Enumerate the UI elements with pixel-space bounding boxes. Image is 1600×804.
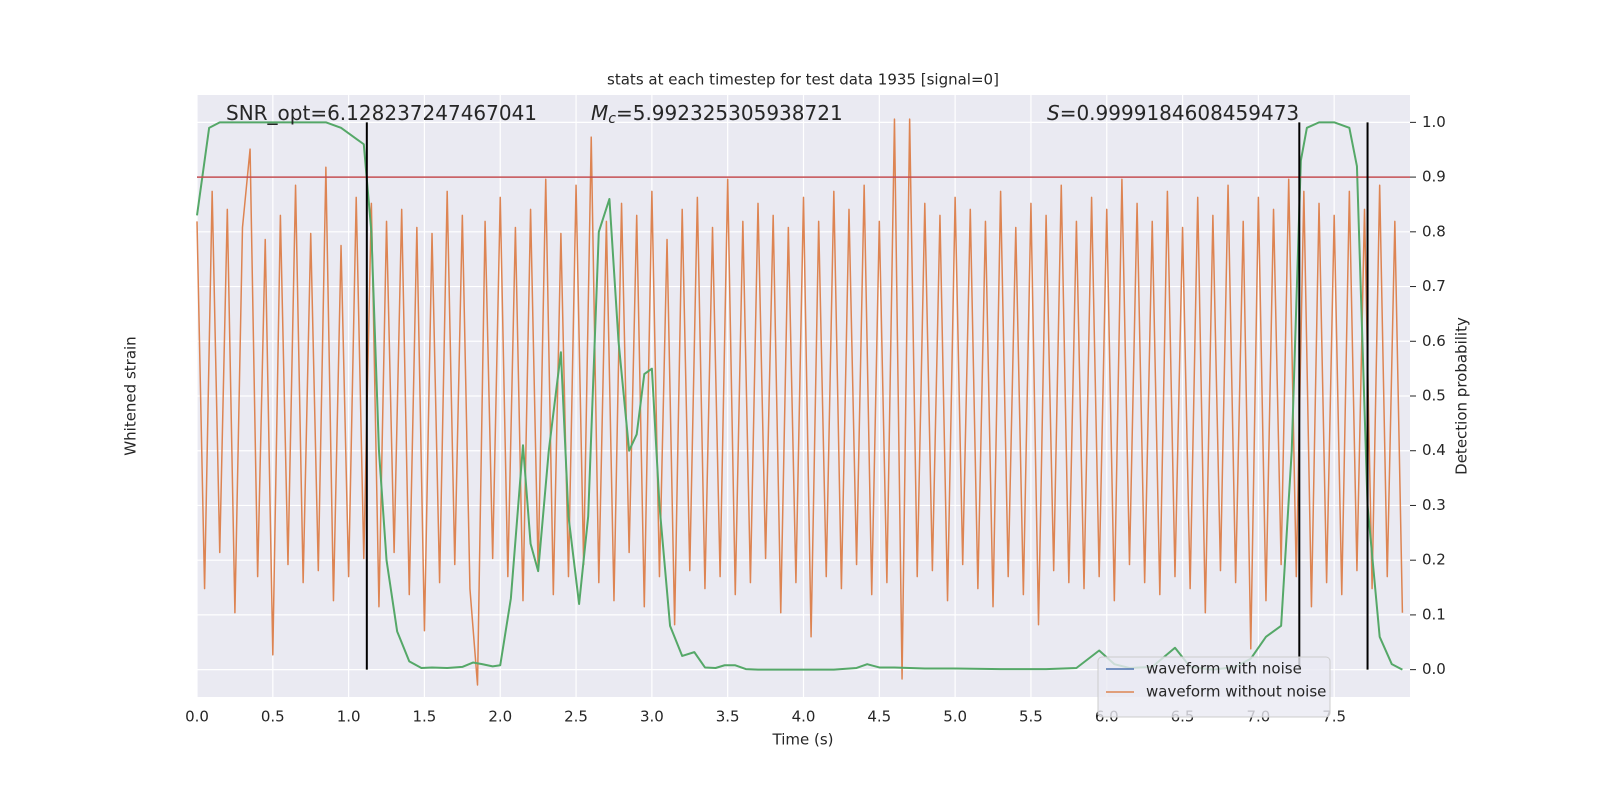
y2-tick-label: 0.0 [1422,660,1446,678]
x-tick-label: 4.0 [792,708,816,726]
chart-title: stats at each timestep for test data 193… [607,71,999,89]
x-tick-label: 4.5 [867,708,891,726]
y2-tick-label: 0.6 [1422,332,1446,350]
y2-tick-label: 1.0 [1422,113,1446,131]
y2-tick-label: 0.9 [1422,168,1446,186]
annotation-text: =5.992325305938721 [616,101,843,125]
y2-tick-label: 0.1 [1422,605,1446,623]
x-tick-label: 3.5 [716,708,740,726]
y2-tick-label: 0.4 [1422,441,1446,459]
x-tick-label: 3.0 [640,708,664,726]
y2-tick-label: 0.8 [1422,222,1446,240]
y2-axis-label: Detection probability [1453,317,1471,475]
annotation: SNR_opt=6.128237247467041 [226,101,537,125]
annotation-text: SNR_opt=6.128237247467041 [226,101,537,125]
x-tick-label: 1.0 [337,708,361,726]
y2-tick-label: 0.5 [1422,387,1446,405]
annotation: S=0.9999184608459473 [1047,101,1299,125]
annotation-subscript: c [608,111,616,127]
x-axis-label: Time (s) [772,731,834,749]
x-tick-label: 0.5 [261,708,285,726]
annotation-symbol: M [591,101,608,125]
annotation-text: =0.9999184608459473 [1060,101,1299,125]
x-tick-label: 5.0 [943,708,967,726]
legend-box [1097,656,1331,718]
annotation: Mc=5.992325305938721 [591,101,843,128]
legend-label: waveform without noise [1146,683,1326,701]
y2-tick-label: 0.3 [1422,496,1446,514]
x-tick-label: 2.5 [564,708,588,726]
x-tick-label: 2.0 [488,708,512,726]
y2-tick-label: 0.2 [1422,551,1446,569]
x-tick-label: 0.0 [185,708,209,726]
x-tick-label: 1.5 [413,708,437,726]
x-tick-label: 5.5 [1019,708,1043,726]
legend-label: waveform with noise [1146,660,1302,678]
y2-tick-label: 0.7 [1422,277,1446,295]
y-axis-label: Whitened strain [122,336,140,455]
series-line [196,118,1404,686]
annotation-symbol: S [1047,101,1060,125]
